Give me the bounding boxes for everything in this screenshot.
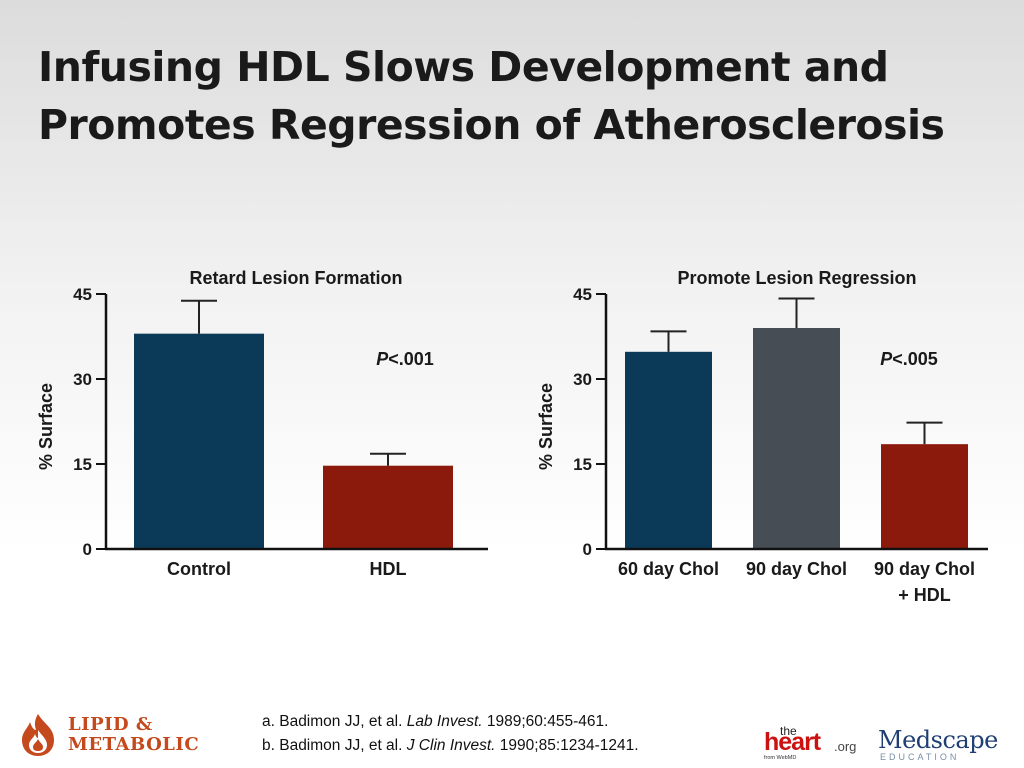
x-tick-label: + HDL: [898, 585, 951, 605]
flame-icon: [22, 714, 54, 756]
chart-promote-lesion-regression: Promote Lesion Regression % Surface 0 15 30 4…: [536, 268, 988, 605]
references: a. Badimon JJ, et al. Lab Invest. 1989;6…: [262, 710, 762, 758]
bar: [881, 444, 968, 549]
p-value-threshold: <.001: [388, 349, 434, 369]
bar: [134, 333, 264, 549]
theheart-from-webmd-text: from WebMD: [764, 755, 797, 761]
reference-a-authors: a. Badimon JJ, et al.: [262, 713, 407, 730]
y-tick-label: 0: [83, 540, 92, 559]
bar: [323, 465, 453, 549]
medscape-education-text: EDUCATION: [880, 752, 960, 762]
y-tick-label: 0: [583, 540, 592, 559]
lipid-metabolic-logo: LIPID & METABOLIC: [14, 712, 214, 758]
reference-b-citation: 1990;85:1234-1241.: [495, 737, 639, 754]
bar: [625, 351, 712, 549]
slide-title: Infusing HDL Slows Development and Promo…: [38, 38, 998, 154]
p-value-italic-p: P: [880, 349, 893, 369]
y-tick-label: 15: [73, 455, 92, 474]
reference-b-journal: J Clin Invest.: [406, 737, 496, 754]
x-tick-label: Control: [167, 559, 231, 579]
p-value-threshold: <.005: [892, 349, 938, 369]
y-tick-label: 15: [573, 455, 592, 474]
medscape-wordmark: Medscape: [878, 726, 998, 754]
x-tick-label: 90 day Chol: [746, 559, 847, 579]
y-tick-label: 45: [573, 285, 592, 304]
p-value-annotation: P<.005: [880, 349, 938, 369]
x-tick-label: 90 day Chol: [874, 559, 975, 579]
theheart-org-logo: the heart .org from WebMD: [764, 724, 864, 764]
x-tick-label: HDL: [370, 559, 407, 579]
y-tick-label: 45: [73, 285, 92, 304]
reference-a: a. Badimon JJ, et al. Lab Invest. 1989;6…: [262, 710, 762, 734]
chart-title: Promote Lesion Regression: [677, 268, 916, 288]
y-axis-label: % Surface: [36, 383, 56, 470]
theheart-the-text: the: [780, 724, 797, 738]
y-tick-label: 30: [73, 370, 92, 389]
theheart-org-text: .org: [834, 739, 857, 754]
lipid-wordmark-line-1: LIPID &: [68, 714, 153, 735]
reference-a-journal: Lab Invest.: [406, 713, 483, 730]
x-tick-label: 60 day Chol: [618, 559, 719, 579]
bar: [753, 328, 840, 549]
slide-title-line-2: Promotes Regression of Atherosclerosis: [38, 101, 945, 149]
reference-b: b. Badimon JJ, et al. J Clin Invest. 199…: [262, 734, 762, 758]
p-value-annotation: P<.001: [376, 349, 434, 369]
y-tick-label: 30: [573, 370, 592, 389]
chart-title: Retard Lesion Formation: [189, 268, 402, 288]
medscape-education-logo: Medscape EDUCATION: [878, 726, 1008, 764]
chart-retard-lesion-formation: Retard Lesion Formation % Surface 0 15 30 45 C…: [36, 268, 488, 579]
reference-a-citation: 1989;60:455-461.: [482, 713, 609, 730]
reference-b-authors: b. Badimon JJ, et al.: [262, 737, 407, 754]
y-axis-label: % Surface: [536, 383, 556, 470]
theheart-heart-text: heart: [764, 728, 821, 756]
lipid-wordmark-line-2: METABOLIC: [68, 734, 200, 755]
slide-title-line-1: Infusing HDL Slows Development and: [38, 43, 889, 91]
p-value-italic-p: P: [376, 349, 389, 369]
lipid-metabolic-wordmark: LIPID & METABOLIC: [68, 715, 199, 755]
